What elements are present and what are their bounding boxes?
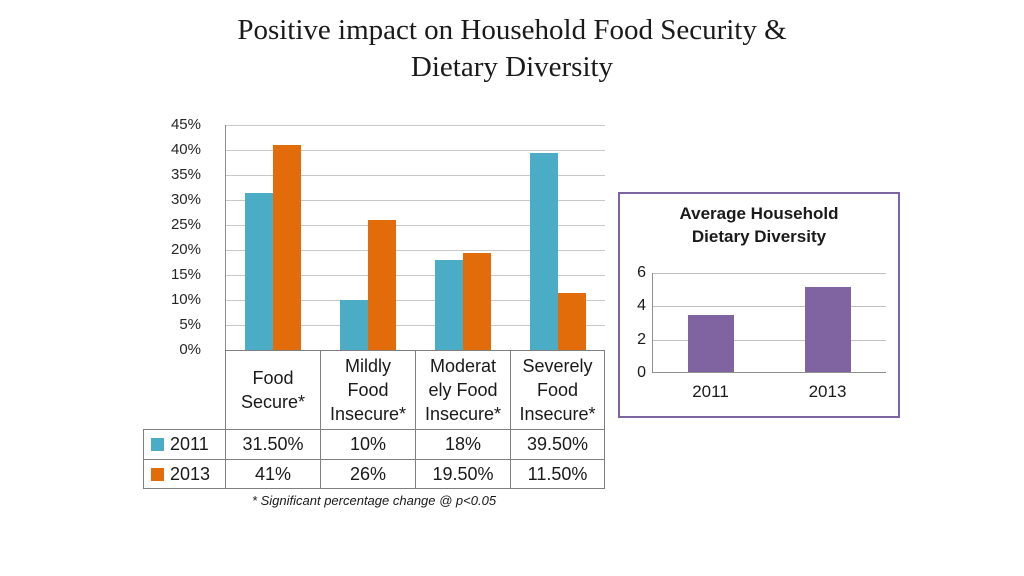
y-tick-label: 30% [170,191,201,208]
gridline [653,339,886,341]
bar-group [321,125,416,350]
y-tick-label: 0% [179,341,201,358]
table-value: 11.50% [510,459,605,489]
legend-swatch-icon [151,467,164,481]
mini-x-tick-label: 2011 [692,382,729,401]
mini-chart-title: Average Household Dietary Diversity [679,204,839,246]
gridline [653,306,886,308]
table-value: 10% [320,429,415,459]
legend-label: 2011 [170,434,209,454]
table-value: 41% [225,459,320,489]
mini-y-tick-label: 2 [637,330,646,348]
bar-2013 [557,292,586,350]
table-value: 26% [320,459,415,489]
y-tick-label: 25% [170,216,201,233]
y-tick-label: 35% [170,166,201,183]
legend-swatch-icon [151,438,164,451]
mini-x-tick-label: 2013 [808,382,847,401]
gridline [226,125,605,126]
mini-y-tick-label: 0 [637,364,646,381]
mini-bar-groups [653,273,886,372]
gridline [226,225,605,226]
y-tick-label: 5% [179,316,201,333]
bar-groups [226,125,605,350]
table-value: 19.50% [415,459,510,489]
gridline [226,250,605,251]
bar-2011 [340,300,369,350]
bar-2013 [804,287,851,372]
gridline [653,273,886,274]
y-tick-label: 10% [170,291,201,308]
category-header: Severely Food Insecure* [510,350,605,429]
bar-2011 [688,315,735,372]
food-security-chart: 45% 40% 35% 30% 25% 20% 15% 10% 5% 0% Food Secure… [143,116,605,525]
table-value: 39.50% [510,429,605,459]
bar-group [510,125,605,350]
table-value: 18% [415,429,510,459]
bar-group [226,125,321,350]
legend-label: 2013 [170,463,211,484]
category-header: Food Secure* [225,350,320,429]
bar-2013 [273,145,302,350]
mini-y-tick-label: 6 [637,264,646,281]
category-header: Mildly Food Insecure* [320,350,415,429]
slide-title: Positive impact on Household Food Securi… [237,14,787,84]
bar-2011 [245,192,274,350]
gridline [226,150,605,151]
legend-item-2013: 2013 [143,459,225,489]
gridline [226,200,605,201]
gridline [226,275,605,276]
gridline [226,300,605,301]
bar-2011 [529,152,558,350]
chart-data-table: Food Secure* Mildly Food Insecure* Moderat… [143,350,605,489]
bar-2011 [434,260,463,350]
gridline [226,325,605,326]
y-tick-label: 40% [170,141,201,158]
plot-area [225,125,605,351]
y-tick-label: 45% [170,116,201,133]
mini-plot-area [652,273,886,373]
y-tick-label: 20% [170,241,201,258]
mini-bar-group [770,273,887,372]
mini-x-axis: 2011 2013 [652,382,886,402]
bar-2013 [462,252,491,350]
bar-2013 [368,220,397,350]
gridline [226,175,605,176]
legend-item-2011: 2011 [143,429,225,459]
category-header: Moderat ely Food Insecure* [415,350,510,429]
significance-footnote: * Significant percentage change @ p<0.05 [251,493,497,508]
y-tick-label: 15% [170,266,201,283]
table-value: 31.50% [225,429,320,459]
mini-bar-group [653,273,770,372]
bar-group [416,125,511,350]
mini-y-tick-label: 4 [637,297,646,315]
